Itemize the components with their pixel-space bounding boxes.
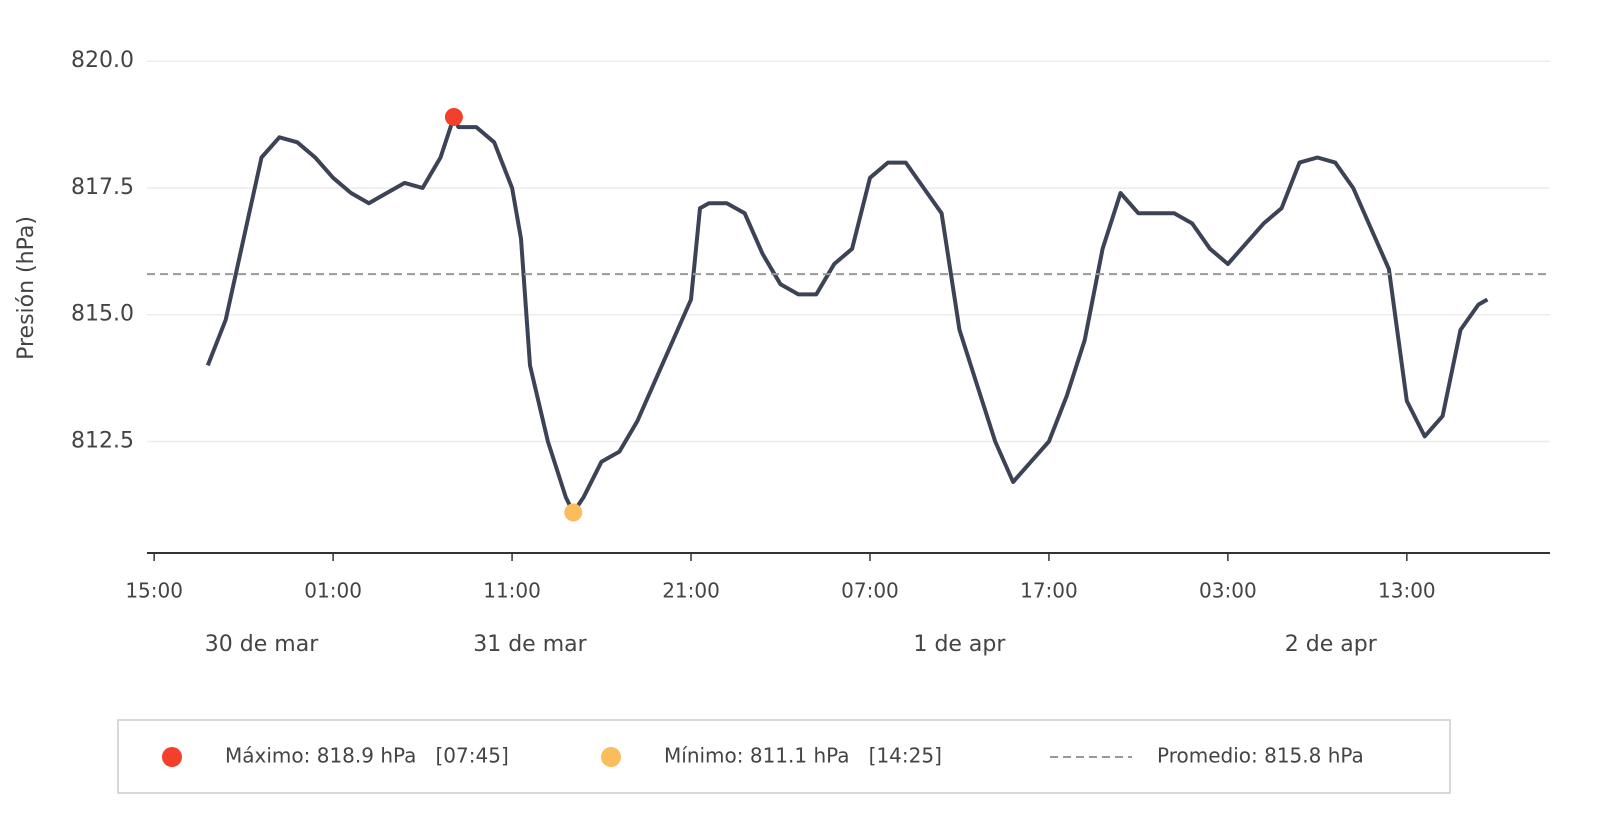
x-tick-label: 21:00	[662, 579, 720, 603]
legend-min-swatch	[601, 747, 621, 767]
legend-max-label: Máximo: 818.9 hPa [07:45]	[225, 744, 509, 768]
x-tick-label: 07:00	[841, 579, 899, 603]
legend-max-swatch	[162, 747, 182, 767]
day-label: 31 de mar	[473, 632, 587, 657]
min-point-marker	[564, 503, 583, 522]
x-tick-label: 11:00	[483, 579, 541, 603]
legend-avg-label: Promedio: 815.8 hPa	[1157, 744, 1364, 768]
y-tick-label: 812.5	[71, 428, 134, 453]
day-label: 30 de mar	[205, 632, 319, 657]
y-tick-label: 820.0	[71, 48, 134, 73]
max-point-marker	[444, 107, 463, 126]
day-label: 2 de apr	[1285, 632, 1378, 657]
x-tick-label: 13:00	[1378, 579, 1436, 603]
legend-min-label: Mínimo: 811.1 hPa [14:25]	[664, 744, 942, 768]
x-tick-label: 03:00	[1199, 579, 1257, 603]
pressure-line	[205, 115, 1489, 515]
y-tick-label: 815.0	[71, 302, 134, 327]
y-axis-label: Presión (hPa)	[14, 216, 39, 360]
x-tick-label: 01:00	[304, 579, 362, 603]
y-tick-label: 817.5	[71, 175, 134, 200]
x-tick-label: 15:00	[125, 579, 183, 603]
x-tick-label: 17:00	[1020, 579, 1078, 603]
legend-box	[117, 719, 1451, 794]
day-label: 1 de apr	[913, 632, 1006, 657]
